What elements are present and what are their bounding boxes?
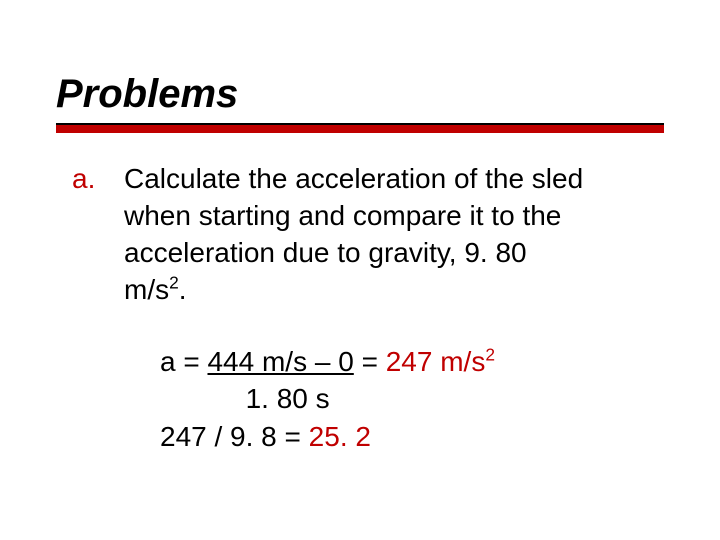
problem-item: a. Calculate the acceleration of the sle… [68, 161, 664, 309]
answer-l3-result: 25. 2 [309, 421, 371, 452]
title-underline-accent [56, 125, 664, 133]
answer-l1-d: 247 m/s [386, 346, 486, 377]
slide-title: Problems [56, 72, 664, 125]
content-area: a. Calculate the acceleration of the sle… [56, 161, 664, 455]
problem-line-2: when starting and compare it to the [124, 200, 561, 231]
list-marker: a. [68, 161, 124, 198]
answer-l1-numerator: 444 m/s – 0 [207, 346, 353, 377]
problem-line-4b: . [179, 274, 187, 305]
answer-l1-result: 247 m/s2 [386, 346, 495, 377]
answer-block: a = 444 m/s – 0 = 247 m/s2 1. 80 s 247 /… [68, 343, 664, 456]
answer-l3-a: 247 / 9. 8 = [160, 421, 309, 452]
answer-line-2: 1. 80 s [160, 380, 664, 418]
problem-text: Calculate the acceleration of the sled w… [124, 161, 664, 309]
problem-line-4a: m/s [124, 274, 169, 305]
answer-line-3: 247 / 9. 8 = 25. 2 [160, 418, 664, 456]
answer-l1-c: = [354, 346, 386, 377]
problem-line-4-sup: 2 [169, 273, 179, 293]
problem-line-3: acceleration due to gravity, 9. 80 [124, 237, 527, 268]
answer-l1-sup: 2 [485, 344, 495, 364]
problem-line-1: Calculate the acceleration of the sled [124, 163, 583, 194]
answer-l1-a: a = [160, 346, 207, 377]
answer-line-1: a = 444 m/s – 0 = 247 m/s2 [160, 343, 664, 381]
